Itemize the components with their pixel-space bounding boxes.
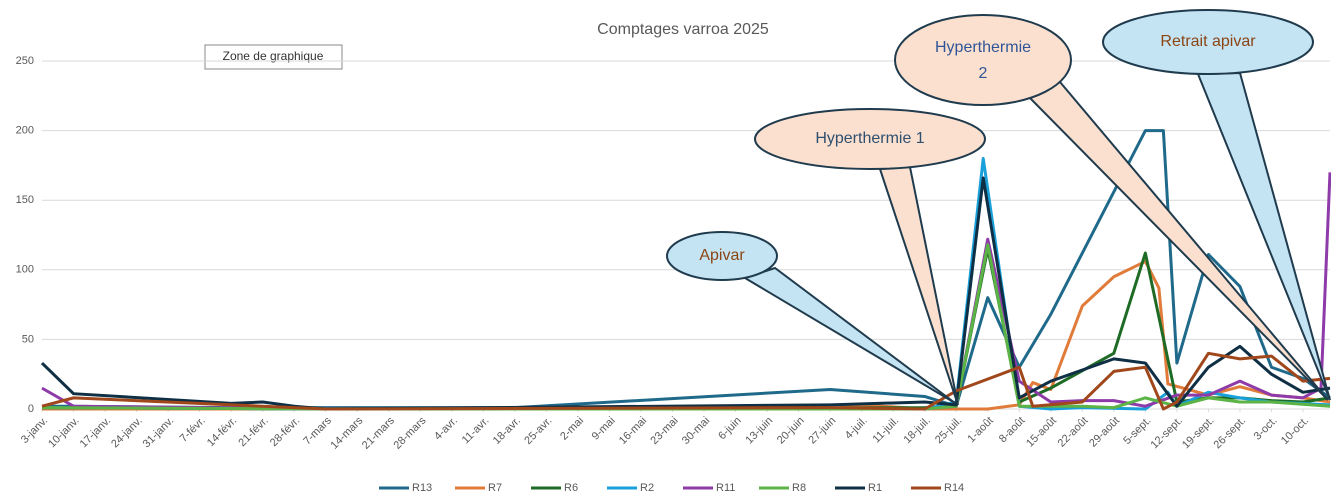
callout-text: Apivar <box>699 247 745 264</box>
callout: Hyperthermie 1 <box>754 108 986 406</box>
x-tick-label: 4-avr. <box>432 415 460 443</box>
x-tick-label: 13-juin <box>743 415 775 447</box>
y-tick-label: 100 <box>16 264 34 276</box>
x-tick-label: 21-févr. <box>236 415 270 449</box>
series-line <box>41 243 1331 411</box>
x-tick-label: 9-mai <box>590 415 618 443</box>
x-tick-label: 20-juin <box>775 415 807 447</box>
chart-title: Comptages varroa 2025 <box>597 21 769 38</box>
x-tick-label: 30-mai <box>680 415 712 447</box>
callout-text: Hyperthermie 2 <box>935 39 1031 82</box>
y-tick-label: 150 <box>16 194 34 206</box>
x-tick-label: 8-août <box>997 415 1028 446</box>
x-tick-label: 11-juil. <box>871 415 902 446</box>
series-line <box>42 259 1331 411</box>
x-tick-label: 12-sept. <box>1148 415 1185 452</box>
y-tick-label: 250 <box>16 55 34 67</box>
x-tick-label: 10-janv. <box>46 415 82 451</box>
callout-line: 2 <box>979 65 988 82</box>
y-tick-label: 0 <box>28 403 34 415</box>
x-tick-label: 16-mai <box>617 415 649 447</box>
x-tick-label: 24-janv. <box>109 415 145 451</box>
y-tick-label: 200 <box>16 125 34 137</box>
x-tick-label: 23-mai <box>648 415 680 447</box>
x-tick-label: 3-oct. <box>1252 415 1280 443</box>
callout-bubble <box>666 231 778 281</box>
legend-label: R14 <box>944 482 964 494</box>
tooltip-text: Zone de graphique <box>223 49 324 63</box>
x-tick-label: 19-sept. <box>1180 415 1217 452</box>
callout-text: Hyperthermie 1 <box>815 130 924 147</box>
tooltip: Zone de graphique <box>204 44 343 70</box>
x-tick-label: 28-févr. <box>268 415 302 449</box>
x-tick-label: 14-mars <box>328 414 365 451</box>
callout-bubble <box>1102 9 1314 75</box>
legend-label: R13 <box>412 482 432 494</box>
series-line <box>41 351 1331 411</box>
legend-label: R11 <box>716 482 735 494</box>
x-tick-label: 18-juil. <box>901 415 932 446</box>
x-tick-label: 4-juil. <box>843 415 870 442</box>
legend-label: R1 <box>868 482 882 494</box>
x-tick-label: 15-août <box>1024 415 1059 450</box>
x-tick-label: 25-avr. <box>522 415 554 447</box>
x-tick-label: 26-sept. <box>1212 415 1249 452</box>
x-tick-label: 6-juin <box>716 415 744 443</box>
x-tick-label: 11-avr. <box>460 415 492 447</box>
callout: Hyperthermie 2 <box>894 14 1329 401</box>
x-tick-label: 29-août <box>1087 415 1122 450</box>
x-tick-label: 27-juin <box>806 415 838 447</box>
callout-bubble <box>754 108 986 170</box>
legend-label: R6 <box>564 482 578 494</box>
tooltip-box <box>204 44 343 70</box>
series-line <box>40 176 1331 411</box>
x-tick-label: 25-juil. <box>933 415 964 446</box>
x-tick-label: 22-août <box>1056 415 1091 450</box>
x-tick-label: 14-févr. <box>205 415 239 449</box>
x-tick-label: 2-mai <box>558 415 586 443</box>
callout-bubble <box>894 14 1072 106</box>
callout: Apivar <box>666 231 956 404</box>
x-tick-label: 7-févr. <box>178 415 208 445</box>
x-tick-label: 18-avr. <box>491 415 523 447</box>
callout-line: Hyperthermie <box>935 39 1031 56</box>
x-tick-label: 31-janv. <box>141 415 177 451</box>
callout: Retrait apivar <box>1102 9 1331 401</box>
callout-tail <box>878 165 959 406</box>
callout-text: Retrait apivar <box>1160 33 1256 50</box>
legend-label: R8 <box>792 482 806 494</box>
legend-label: R7 <box>488 482 502 494</box>
x-tick-label: 21-mars <box>360 414 397 451</box>
x-tick-label: 17-janv. <box>78 415 114 451</box>
y-tick-label: 50 <box>22 333 34 345</box>
legend-label: R2 <box>640 482 654 494</box>
x-tick-label: 1-août <box>965 415 996 446</box>
x-tick-label: 28-mars <box>391 414 428 451</box>
x-tick-label: 10-oct. <box>1279 415 1311 447</box>
series-line <box>41 172 1331 411</box>
